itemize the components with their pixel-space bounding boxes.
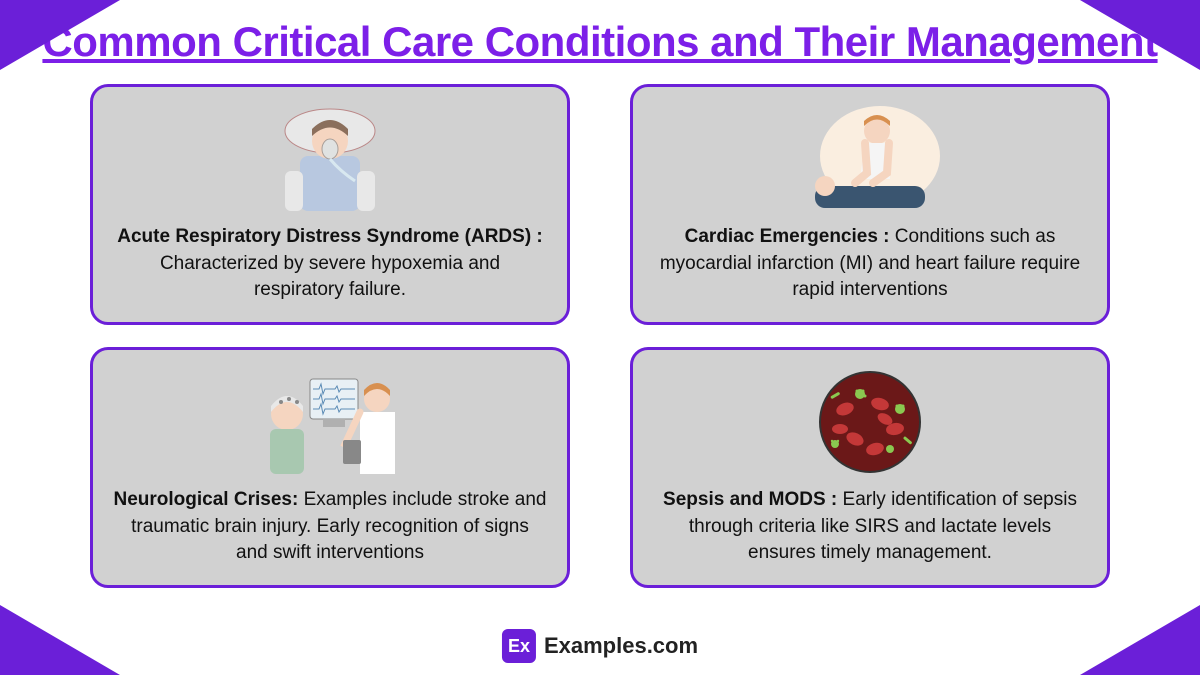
card-text: Cardiac Emergencies : Conditions such as… <box>653 224 1087 304</box>
cpr-resuscitation-icon <box>785 101 955 216</box>
corner-decoration-br <box>1080 605 1200 675</box>
cards-grid: Acute Respiratory Distress Syndrome (ARD… <box>0 66 1200 588</box>
card-heading: Neurological Crises: <box>114 489 304 510</box>
patient-oxygen-mask-icon <box>245 101 415 216</box>
card-cardiac: Cardiac Emergencies : Conditions such as… <box>630 84 1110 325</box>
corner-decoration-bl <box>0 605 120 675</box>
card-sepsis: Sepsis and MODS : Early identification o… <box>630 347 1110 588</box>
card-neuro: Neurological Crises: Examples include st… <box>90 347 570 588</box>
corner-decoration-tr <box>1080 0 1200 70</box>
card-text: Sepsis and MODS : Early identification o… <box>653 487 1087 567</box>
card-body: Characterized by severe hypoxemia and re… <box>160 253 500 301</box>
card-heading: Sepsis and MODS : <box>663 489 842 510</box>
sepsis-petri-dish-icon <box>785 364 955 479</box>
eeg-neuro-doctor-icon <box>245 364 415 479</box>
footer-text: Examples.com <box>544 633 698 659</box>
footer-badge-icon: Ex <box>502 629 536 663</box>
card-text: Acute Respiratory Distress Syndrome (ARD… <box>113 224 547 304</box>
card-ards: Acute Respiratory Distress Syndrome (ARD… <box>90 84 570 325</box>
card-text: Neurological Crises: Examples include st… <box>113 487 547 567</box>
footer-branding: Ex Examples.com <box>502 629 698 663</box>
page-title: Common Critical Care Conditions and Thei… <box>0 0 1200 66</box>
card-heading: Cardiac Emergencies : <box>685 226 895 247</box>
card-heading: Acute Respiratory Distress Syndrome (ARD… <box>117 226 543 247</box>
corner-decoration-tl <box>0 0 120 70</box>
